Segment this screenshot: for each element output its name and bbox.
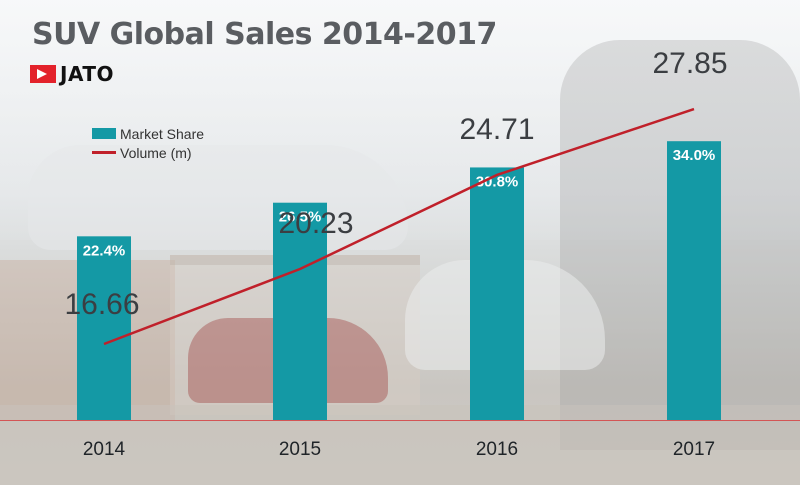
volume-value-label-2015: 20.23 bbox=[278, 207, 353, 240]
legend-label-market-share: Market Share bbox=[120, 125, 205, 142]
legend-bar-swatch bbox=[92, 128, 116, 139]
chart-legend: Market Share Volume (m) bbox=[92, 124, 204, 162]
bar-value-label-2014: 22.4% bbox=[83, 242, 126, 259]
x-tick-label-2015: 2015 bbox=[279, 439, 321, 460]
x-tick-label-2016: 2016 bbox=[476, 439, 518, 460]
volume-series-line bbox=[103, 107, 695, 346]
bar-2015 bbox=[273, 202, 327, 420]
bar-value-label-2015: 26.5% bbox=[279, 209, 322, 226]
bar-2016 bbox=[470, 167, 524, 420]
jato-flag-icon bbox=[30, 65, 56, 83]
legend-line-swatch bbox=[92, 151, 116, 154]
legend-item-market-share: Market Share bbox=[92, 124, 204, 143]
volume-value-label-2014: 16.66 bbox=[64, 288, 139, 321]
legend-label-volume: Volume (m) bbox=[120, 144, 192, 161]
chart-title: SUV Global Sales 2014-2017 bbox=[32, 17, 497, 52]
jato-logo-text: JATO bbox=[60, 62, 115, 86]
bar-2017 bbox=[667, 141, 721, 420]
bar-value-label-2017: 34.0% bbox=[673, 147, 716, 164]
x-tick-label-2017: 2017 bbox=[673, 439, 715, 460]
bar-value-label-2016: 30.8% bbox=[476, 173, 519, 190]
volume-value-label-2017: 27.85 bbox=[652, 47, 727, 80]
bar-2014 bbox=[77, 236, 131, 420]
jato-logo: JATO bbox=[30, 62, 114, 86]
x-tick-label-2014: 2014 bbox=[83, 439, 126, 460]
legend-item-volume: Volume (m) bbox=[92, 143, 204, 162]
background-street bbox=[0, 405, 800, 485]
volume-value-label-2016: 24.71 bbox=[459, 113, 534, 146]
background-car-roof bbox=[28, 145, 408, 250]
